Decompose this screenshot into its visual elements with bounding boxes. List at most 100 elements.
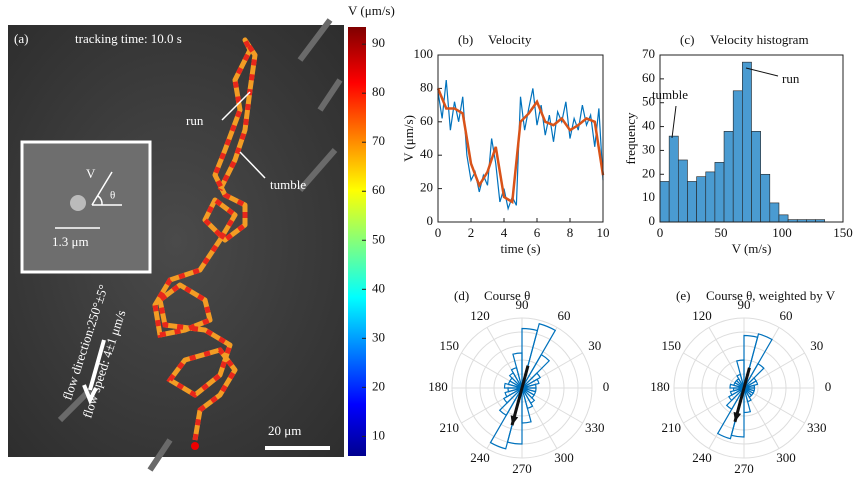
theta-tick-label: 90 [738,297,751,312]
y-tick-label: 60 [420,113,433,128]
y-tick-label: 50 [642,94,655,109]
theta-tick-label: 120 [692,308,712,323]
x-tick-label: 2 [468,225,475,240]
annotation-arrow [745,67,779,77]
rose-wedge [743,334,759,389]
bar [659,181,670,223]
panel-label: (b) [458,32,473,47]
chart-title: Course θ [484,288,530,303]
theta-tick-label: 210 [662,420,682,435]
x-tick-label: 150 [833,225,853,240]
rose-wedge [743,333,773,389]
bar [696,176,707,223]
colorbar-tick-label: 90 [372,35,385,50]
bar [705,171,716,223]
x-tick-label: 6 [534,225,541,240]
x-tick-label: 8 [567,225,574,240]
theta-tick-label: 60 [780,308,793,323]
bar [687,181,697,223]
colorbar [348,27,366,456]
inset-vector [91,171,122,206]
rose-wedge [736,359,745,389]
theta-tick-label: 0 [603,379,610,394]
background-streak [57,18,343,472]
bar [732,90,743,223]
colorbar-title: V (μm/s) [348,3,395,18]
line-series [436,87,605,205]
x-tick-label: 0 [435,225,442,240]
theta-tick-label: 330 [585,420,605,435]
theta-tick-label: 120 [470,308,490,323]
y-tick-label: 60 [642,70,655,85]
theta-tick-label: 180 [428,379,448,394]
tracking-time: tracking time: 10.0 s [75,31,182,46]
polar-spoke [683,352,745,389]
rose-wedge [716,387,745,440]
tumble-label: tumble [270,177,306,192]
rose-wedge [521,387,534,410]
mean-arrow [510,365,530,426]
panel-label: (e) [676,288,690,303]
x-tick-label: 100 [772,225,792,240]
rose-wedge [508,372,523,389]
chart-title: Velocity [488,32,532,47]
image-panel: (a) tracking time: 10.0 s run tumble V θ… [8,18,344,472]
inset-scale-label: 1.3 μm [52,234,89,249]
theta-tick-label: 270 [734,461,754,476]
bar [714,162,725,223]
rose-wedge [521,387,532,424]
y-tick-label: 0 [649,213,656,228]
theta-tick-label: 150 [662,338,682,353]
y-axis-label: frequency [623,112,638,164]
y-tick-label: 30 [642,141,655,156]
chart-title: Course θ, weighted by V [706,288,836,303]
annotation-arrow [671,105,677,139]
arrow-head [733,411,742,422]
rose-wedge [743,387,752,403]
x-tick-label: 10 [597,225,610,240]
bar [668,135,679,223]
theta-tick-label: 210 [440,420,460,435]
theta-tick-label: 240 [470,450,490,465]
rose-wedge [512,352,523,389]
rose-wedge [743,387,756,392]
bar [742,61,752,223]
bar [778,214,789,223]
flow-arrow [82,339,106,405]
annotation: run [782,71,800,86]
bar [723,131,734,223]
bar [677,159,688,223]
rose-wedge [729,383,745,389]
rose-wedge [743,387,752,414]
bacterium [70,195,86,211]
rose-wedge [521,327,539,389]
rose-wedge [489,387,523,450]
theta-tick-label: 0 [825,379,832,394]
panel-label: (c) [680,32,694,47]
run-label: run [186,113,204,128]
theta-tick-label: 300 [554,450,574,465]
polar-spoke [743,387,805,424]
theta-tick-label: 180 [650,379,670,394]
colorbar-tick-label: 80 [372,84,385,99]
colorbar-tick-label: 60 [372,182,385,197]
scale-bar-label: 20 μm [268,423,301,438]
panel-label: (d) [454,288,469,303]
theta-tick-label: 150 [440,338,460,353]
colorbar-tick-label: 50 [372,231,385,246]
rose-wedge [510,366,523,389]
y-axis-label: V (μm/s) [401,115,416,162]
bar [760,173,771,223]
panel-label: (a) [14,31,28,46]
start-point [191,442,199,450]
y-tick-label: 40 [642,118,655,133]
rose-wedge [506,387,523,445]
theta-tick-label: 240 [692,450,712,465]
x-tick-label: 0 [657,225,664,240]
y-tick-label: 20 [642,165,655,180]
x-axis-label: time (s) [500,241,540,256]
line-series [437,79,604,211]
y-tick-label: 20 [420,180,433,195]
trajectory-fast [152,38,258,441]
bar [751,131,761,223]
